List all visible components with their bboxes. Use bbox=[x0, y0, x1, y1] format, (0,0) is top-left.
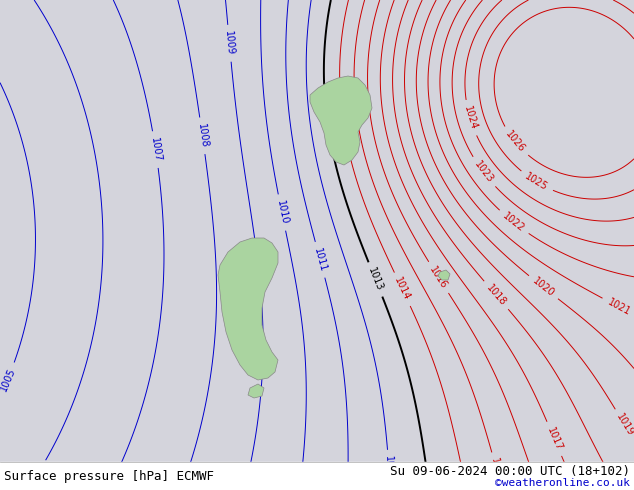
Text: 1017: 1017 bbox=[545, 425, 564, 452]
Text: 1015: 1015 bbox=[489, 457, 505, 484]
Text: 1012: 1012 bbox=[383, 456, 395, 481]
Text: 1009: 1009 bbox=[223, 31, 235, 56]
Text: 1023: 1023 bbox=[472, 159, 495, 185]
Text: 1020: 1020 bbox=[531, 276, 556, 299]
Text: 1007: 1007 bbox=[149, 137, 162, 163]
Text: 1014: 1014 bbox=[392, 276, 412, 302]
Polygon shape bbox=[218, 238, 278, 380]
Text: 1005: 1005 bbox=[0, 367, 17, 393]
Text: 1016: 1016 bbox=[428, 265, 450, 291]
Text: 1006: 1006 bbox=[25, 463, 47, 489]
Text: ©weatheronline.co.uk: ©weatheronline.co.uk bbox=[495, 478, 630, 488]
Text: Surface pressure [hPa] ECMWF: Surface pressure [hPa] ECMWF bbox=[4, 469, 214, 483]
Text: 1026: 1026 bbox=[503, 129, 527, 154]
Text: 1019: 1019 bbox=[614, 412, 634, 438]
Polygon shape bbox=[248, 384, 264, 398]
Text: 1024: 1024 bbox=[462, 105, 479, 131]
Text: 1021: 1021 bbox=[605, 297, 632, 317]
Text: 1008: 1008 bbox=[196, 123, 209, 148]
Polygon shape bbox=[310, 76, 372, 165]
Text: 1022: 1022 bbox=[501, 211, 526, 234]
Bar bbox=[0, 462, 634, 490]
Text: 1013: 1013 bbox=[366, 266, 385, 293]
Text: 1010: 1010 bbox=[275, 199, 289, 225]
Text: 1018: 1018 bbox=[484, 283, 508, 308]
Text: 1011: 1011 bbox=[312, 246, 328, 273]
Text: 1025: 1025 bbox=[523, 171, 550, 193]
Polygon shape bbox=[438, 270, 450, 280]
Text: Su 09-06-2024 00:00 UTC (18+102): Su 09-06-2024 00:00 UTC (18+102) bbox=[390, 465, 630, 477]
